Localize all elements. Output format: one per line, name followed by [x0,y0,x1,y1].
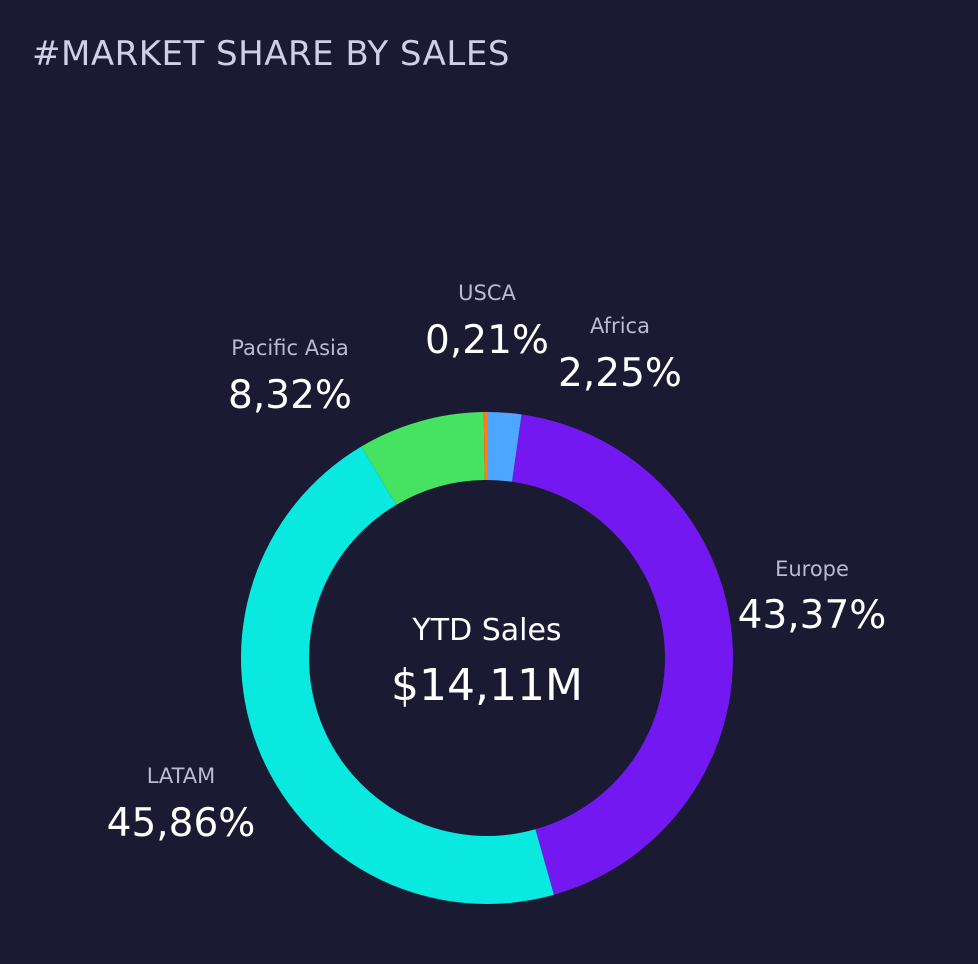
slice-value-usca: 0,21% [425,318,549,363]
center-label: YTD Sales [411,613,561,648]
page-title: #MARKET SHARE BY SALES [32,34,510,74]
slice-pacific-asia[interactable] [361,412,485,505]
slice-label-africa: Africa [590,314,650,338]
slice-value-latam: 45,86% [107,801,256,846]
slice-label-pacific-asia: Pacific Asia [231,336,348,360]
slice-latam[interactable] [241,446,554,904]
slice-label-europe: Europe [775,557,849,581]
donut-segments [241,412,733,904]
slice-value-africa: 2,25% [558,351,682,396]
slice-label-latam: LATAM [147,764,216,788]
slice-europe[interactable] [512,414,733,895]
segment-labels: Africa 2,25% Europe 43,37% LATAM 45,86% Pacifi… [107,281,887,846]
slice-africa[interactable] [487,412,522,482]
center-value: $14,11M [391,660,583,711]
slice-label-usca: USCA [458,281,516,305]
slice-usca[interactable] [483,412,487,481]
slice-value-europe: 43,37% [738,593,887,638]
slice-value-pacific-asia: 8,32% [228,373,352,418]
